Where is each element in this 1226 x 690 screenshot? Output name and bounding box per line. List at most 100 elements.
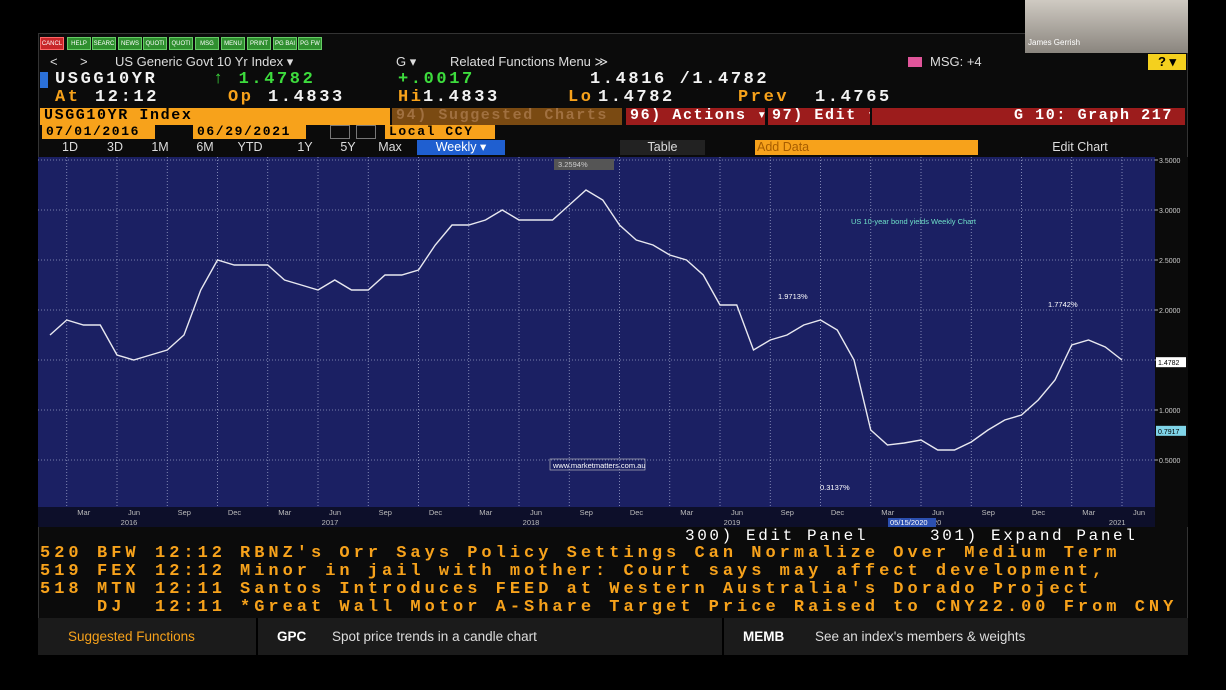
y-tick-label: 1.0000: [1159, 408, 1181, 415]
divider: [722, 618, 724, 655]
quote-field: Hi: [398, 89, 424, 107]
x-tick-label: Jun: [1133, 508, 1145, 517]
news-headline[interactable]: Santos Introduces FEED at Western Austra…: [240, 581, 1093, 599]
frequency-menu[interactable]: Weekly ▾: [417, 140, 505, 155]
news-time: 12:11: [155, 581, 227, 599]
actions-menu[interactable]: 96) Actions ▾: [626, 108, 765, 125]
year-label: 2017: [322, 518, 339, 527]
x-tick-label: Sep: [781, 508, 794, 517]
period-button[interactable]: 1M: [151, 140, 169, 154]
webcam: [1025, 0, 1188, 53]
toolbar-button[interactable]: MENU: [221, 37, 245, 50]
msg-count[interactable]: MSG: +4: [930, 54, 982, 69]
function-code[interactable]: MEMB: [743, 629, 785, 644]
prev-period[interactable]: [330, 125, 350, 139]
period-button[interactable]: 5Y: [340, 140, 356, 154]
plot-area: [38, 157, 1155, 507]
year-label: 2019: [724, 518, 741, 527]
news-time: 12:12: [155, 545, 227, 563]
news-headline[interactable]: RBNZ's Orr Says Policy Settings Can Norm…: [240, 545, 1121, 563]
table-button[interactable]: Table: [620, 140, 705, 155]
bid-ask: 1.4816 /1.4782: [590, 71, 770, 89]
function-desc[interactable]: Spot price trends in a candle chart: [332, 629, 537, 644]
x-tick-label: Mar: [1082, 508, 1095, 517]
toolbar-button[interactable]: NEWS: [118, 37, 142, 50]
chart-title: US 10-year bond yields Weekly Chart: [851, 217, 977, 226]
period-button[interactable]: 3D: [107, 140, 123, 154]
toolbar-button[interactable]: PRINT: [247, 37, 271, 50]
period-button[interactable]: Max: [378, 140, 402, 154]
period-button[interactable]: 1D: [62, 140, 78, 154]
start-date[interactable]: 07/01/2016: [42, 125, 155, 139]
function-code[interactable]: GPC: [277, 629, 307, 644]
x-tick-label: Jun: [329, 508, 341, 517]
quote-field: 1.4833: [423, 89, 500, 107]
period-button[interactable]: 1Y: [297, 140, 313, 154]
year-label: 2021: [1109, 518, 1126, 527]
annotation: 05/15/2020: [890, 518, 928, 527]
quote-field: 12:12: [95, 89, 160, 107]
back-button[interactable]: <: [50, 54, 58, 69]
suggested-charts[interactable]: 94) Suggested Charts: [392, 108, 622, 125]
quote-field: Prev: [738, 89, 790, 107]
period-button[interactable]: YTD: [237, 140, 263, 154]
news-headline[interactable]: *Great Wall Motor A-Share Target Price R…: [240, 599, 1178, 617]
y-tick-label: 2.5000: [1159, 258, 1181, 265]
news-headline[interactable]: Minor in jail with mother: Court says ma…: [240, 563, 1107, 581]
period-button[interactable]: 6M: [196, 140, 214, 154]
chart: 0.50001.00001.50002.00002.50003.00003.50…: [38, 157, 1188, 527]
x-tick-label: Jun: [731, 508, 743, 517]
expand-panel[interactable]: 301) Expand Panel: [930, 527, 1138, 545]
related-menu[interactable]: Related Functions Menu ≫: [450, 54, 609, 69]
year-label: 2016: [121, 518, 138, 527]
quote-field: 1.4782: [598, 89, 675, 107]
date-box: [888, 518, 936, 527]
end-date[interactable]: 06/29/2021: [193, 125, 306, 139]
x-tick-label: Dec: [630, 508, 644, 517]
x-tick-label: Mar: [680, 508, 693, 517]
forward-button[interactable]: >: [80, 54, 88, 69]
add-data-field[interactable]: Add Data: [755, 140, 978, 155]
x-tick-label: Sep: [379, 508, 392, 517]
toolbar-button[interactable]: HELP: [67, 37, 91, 50]
help-button[interactable]: ? ▾: [1148, 54, 1186, 70]
x-tick-label: Jun: [932, 508, 944, 517]
quote-field: At: [55, 89, 81, 107]
news-source: BFW: [97, 545, 140, 563]
function-menu[interactable]: G ▾: [396, 54, 417, 69]
y-tick-label: 3.0000: [1159, 208, 1181, 215]
toolbar-button[interactable]: MSG: [195, 37, 219, 50]
security-menu[interactable]: US Generic Govt 10 Yr Index ▾: [115, 54, 294, 69]
x-tick-label: Mar: [278, 508, 291, 517]
news-id: 518: [40, 581, 83, 599]
annotation: 0.3137%: [820, 483, 850, 492]
toolbar-button[interactable]: SEARC: [92, 37, 116, 50]
news-source: MTN: [97, 581, 140, 599]
x-tick-label: Mar: [881, 508, 894, 517]
year-label: 2018: [523, 518, 540, 527]
x-axis-band: [38, 507, 1155, 527]
edit-menu[interactable]: 97) Edit ▾: [768, 108, 870, 125]
function-desc[interactable]: See an index's members & weights: [815, 629, 1026, 644]
x-tick-label: Sep: [580, 508, 593, 517]
news-source: FEX: [97, 563, 140, 581]
suggested-functions[interactable]: Suggested Functions: [68, 629, 195, 644]
edit-panel[interactable]: 300) Edit Panel: [685, 527, 869, 545]
toolbar-button[interactable]: PG BAI: [273, 37, 297, 50]
quote-field: 1.4833: [268, 89, 345, 107]
currency-field[interactable]: Local CCY: [385, 125, 495, 139]
msg-icon[interactable]: [908, 57, 922, 67]
x-tick-label: Jun: [128, 508, 140, 517]
toolbar-button[interactable]: PG FW: [298, 37, 322, 50]
annotation: 1.7742%: [1048, 300, 1078, 309]
toolbar-button[interactable]: QUOTI: [143, 37, 167, 50]
toolbar-button[interactable]: QUOTI: [169, 37, 193, 50]
next-period[interactable]: [356, 125, 376, 139]
toolbar-button[interactable]: CANCL: [40, 37, 64, 50]
price-marker-label: 0.7917: [1158, 429, 1180, 436]
ticker-marker: [40, 72, 48, 88]
annotation: 1.9713%: [778, 292, 808, 301]
edit-chart-button[interactable]: Edit Chart: [1052, 140, 1108, 154]
quote-field: Lo: [568, 89, 594, 107]
